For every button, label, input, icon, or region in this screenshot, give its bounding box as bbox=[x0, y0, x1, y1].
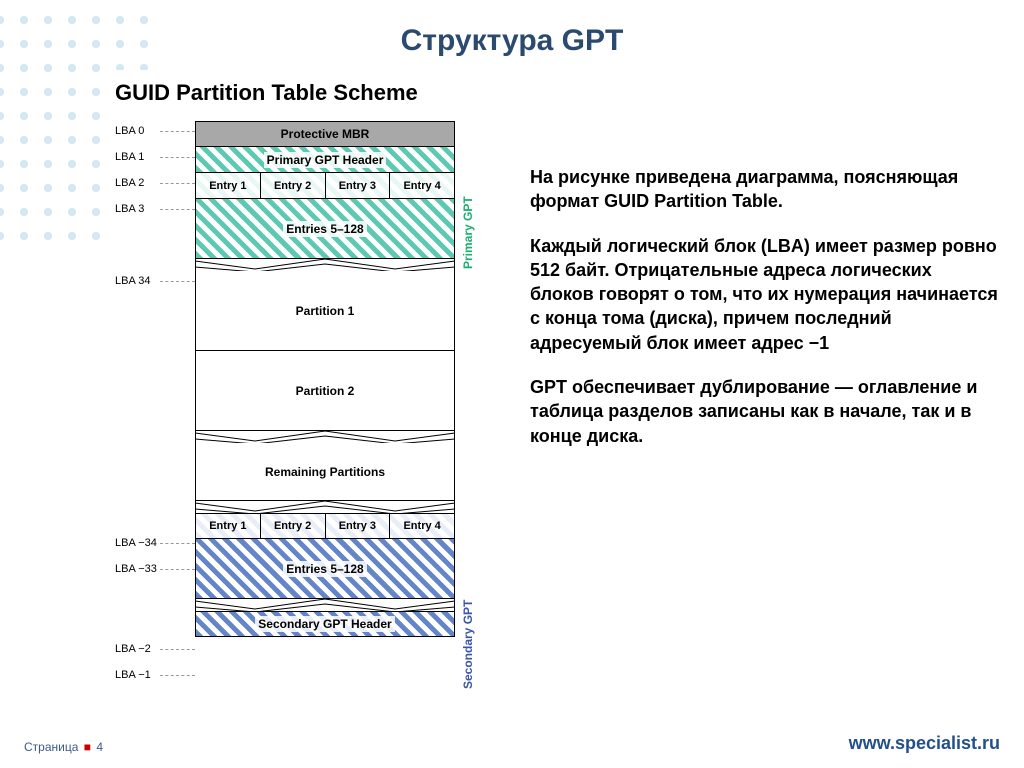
footer-page-number: 4 bbox=[96, 740, 103, 754]
desc-p1: На рисунке приведена диаграмма, поясняющ… bbox=[530, 165, 1000, 214]
row-primary-entries-1-4: Entry 1 Entry 2 Entry 3 Entry 4 bbox=[195, 173, 455, 199]
label-entries5: Entries 5–128 bbox=[283, 221, 366, 237]
lba-labels: LBA 0 LBA 1 LBA 2 LBA 3 LBA 34 LBA −34 L… bbox=[115, 121, 175, 721]
side-label-primary: Primary GPT bbox=[461, 149, 475, 269]
lba-0: LBA 0 bbox=[115, 125, 144, 137]
cell-entry1: Entry 1 bbox=[196, 173, 261, 198]
slide-title: Структура GPT bbox=[0, 24, 1024, 58]
cell-entry3: Entry 3 bbox=[326, 173, 391, 198]
label-s-entries5: Entries 5–128 bbox=[283, 561, 366, 577]
label-partition2: Partition 2 bbox=[296, 384, 355, 398]
label-primary-header: Primary GPT Header bbox=[264, 152, 387, 168]
tear-3 bbox=[195, 501, 455, 513]
cell-entry4: Entry 4 bbox=[390, 173, 454, 198]
diagram-title: GUID Partition Table Scheme bbox=[115, 80, 495, 106]
footer-page: Страница ■ 4 bbox=[24, 740, 103, 754]
description: На рисунке приведена диаграмма, поясняющ… bbox=[530, 165, 1000, 468]
row-protective-mbr: Protective MBR bbox=[195, 121, 455, 147]
row-partition-1: Partition 1 bbox=[195, 271, 455, 351]
row-secondary-entries-5-128: Entries 5–128 bbox=[195, 539, 455, 599]
block-stack: Protective MBR Primary GPT Header Entry … bbox=[195, 121, 455, 721]
cell-s-entry2: Entry 2 bbox=[261, 514, 326, 538]
cell-s-entry4: Entry 4 bbox=[390, 514, 454, 538]
lba-1: LBA 1 bbox=[115, 151, 144, 163]
lba-n34: LBA −34 bbox=[115, 537, 157, 549]
tear-2 bbox=[195, 431, 455, 443]
cell-entry2: Entry 2 bbox=[261, 173, 326, 198]
tear-1 bbox=[195, 259, 455, 271]
cell-s-entry3: Entry 3 bbox=[326, 514, 391, 538]
lba-n33: LBA −33 bbox=[115, 563, 157, 575]
label-remaining: Remaining Partitions bbox=[265, 465, 385, 479]
lba-n2: LBA −2 bbox=[115, 643, 151, 655]
lba-2: LBA 2 bbox=[115, 177, 144, 189]
lba-34: LBA 34 bbox=[115, 275, 150, 287]
row-secondary-entries-1-4: Entry 1 Entry 2 Entry 3 Entry 4 bbox=[195, 513, 455, 539]
label-mbr: Protective MBR bbox=[281, 127, 370, 141]
footer-site: www.specialist.ru bbox=[849, 733, 1000, 754]
desc-p3: GPT обеспечивает дублирование — оглавлен… bbox=[530, 375, 1000, 448]
gpt-diagram: GUID Partition Table Scheme LBA 0 LBA 1 … bbox=[105, 70, 505, 740]
row-primary-header: Primary GPT Header bbox=[195, 147, 455, 173]
row-secondary-header: Secondary GPT Header bbox=[195, 611, 455, 637]
row-primary-entries-5-128: Entries 5–128 bbox=[195, 199, 455, 259]
lba-n1: LBA −1 bbox=[115, 669, 151, 681]
row-partition-2: Partition 2 bbox=[195, 351, 455, 431]
label-secondary-header: Secondary GPT Header bbox=[255, 616, 394, 632]
tear-4 bbox=[195, 599, 455, 611]
cell-s-entry1: Entry 1 bbox=[196, 514, 261, 538]
desc-p2: Каждый логический блок (LBA) имеет разме… bbox=[530, 234, 1000, 355]
row-remaining: Remaining Partitions bbox=[195, 443, 455, 501]
footer-sep: ■ bbox=[84, 740, 91, 754]
side-label-secondary: Secondary GPT bbox=[461, 539, 475, 689]
lba-3: LBA 3 bbox=[115, 203, 144, 215]
label-partition1: Partition 1 bbox=[296, 304, 355, 318]
diagram-body: LBA 0 LBA 1 LBA 2 LBA 3 LBA 34 LBA −34 L… bbox=[115, 121, 495, 721]
footer-label: Страница bbox=[24, 740, 78, 754]
